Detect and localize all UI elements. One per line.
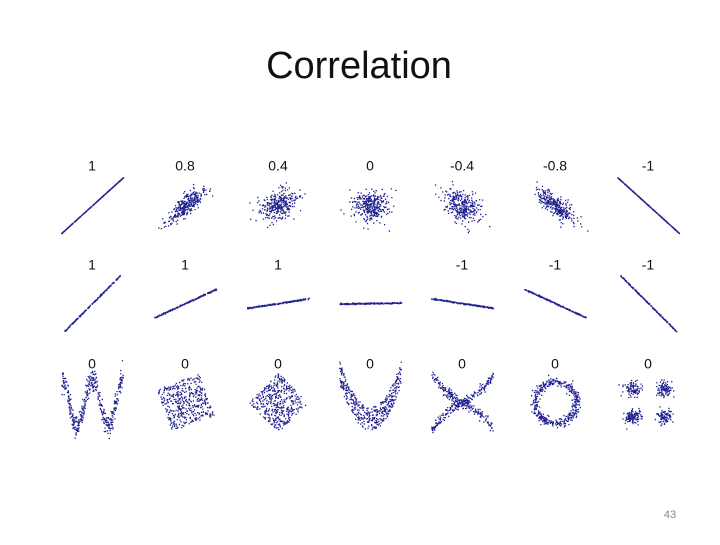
correlation-label: 0.4 [268, 158, 288, 174]
correlation-label: 0 [458, 356, 466, 372]
correlation-label: -0.8 [543, 158, 567, 174]
correlation-label: -1 [642, 257, 655, 273]
correlation-label: 0 [274, 356, 282, 372]
correlation-label: -1 [549, 257, 562, 273]
scatter-cloud [524, 289, 587, 319]
scatter-cloud [431, 297, 494, 310]
correlation-label: 0 [88, 356, 96, 372]
scatter-cloud [618, 379, 675, 430]
scatter-cloud [158, 374, 215, 430]
correlation-label: 1 [181, 257, 189, 273]
panel-grid: 1 0.8 0.4 0 -0.4 -0.8 -1 1 1 1 -1 -1 -1 0 0 0 0 0 0 0 [61, 158, 681, 440]
correlation-label: 0 [551, 356, 559, 372]
scatter-cloud [339, 301, 403, 306]
scatter-cloud [431, 371, 494, 434]
correlation-label: 0.8 [175, 158, 195, 174]
correlation-label: 0 [366, 158, 374, 174]
correlation-label: -0.4 [450, 158, 474, 174]
scatter-cloud [249, 182, 306, 228]
scatter-cloud [154, 288, 218, 319]
page-number: 43 [664, 509, 676, 521]
scatter-cloud [158, 183, 214, 230]
scatter-cloud [340, 188, 397, 232]
scatter-cloud [620, 275, 678, 333]
scatter-cloud [249, 373, 307, 431]
correlation-label: -1 [456, 257, 469, 273]
scatter-cloud [617, 177, 681, 235]
scatter-cloud [64, 275, 121, 332]
correlation-label: 0 [644, 356, 652, 372]
correlation-label: 1 [88, 158, 96, 174]
correlation-label: 0 [366, 356, 374, 372]
scatter-cloud [61, 177, 125, 235]
scatter-cloud [247, 297, 311, 310]
correlation-label: 0 [181, 356, 189, 372]
scatter-cloud [530, 374, 581, 429]
scatter-cloud [339, 361, 402, 431]
correlation-label: 1 [88, 257, 96, 273]
correlation-label: 1 [274, 257, 282, 273]
slide-title: Correlation [266, 45, 452, 87]
correlation-label: -1 [642, 158, 655, 174]
scatter-cloud [434, 180, 491, 234]
